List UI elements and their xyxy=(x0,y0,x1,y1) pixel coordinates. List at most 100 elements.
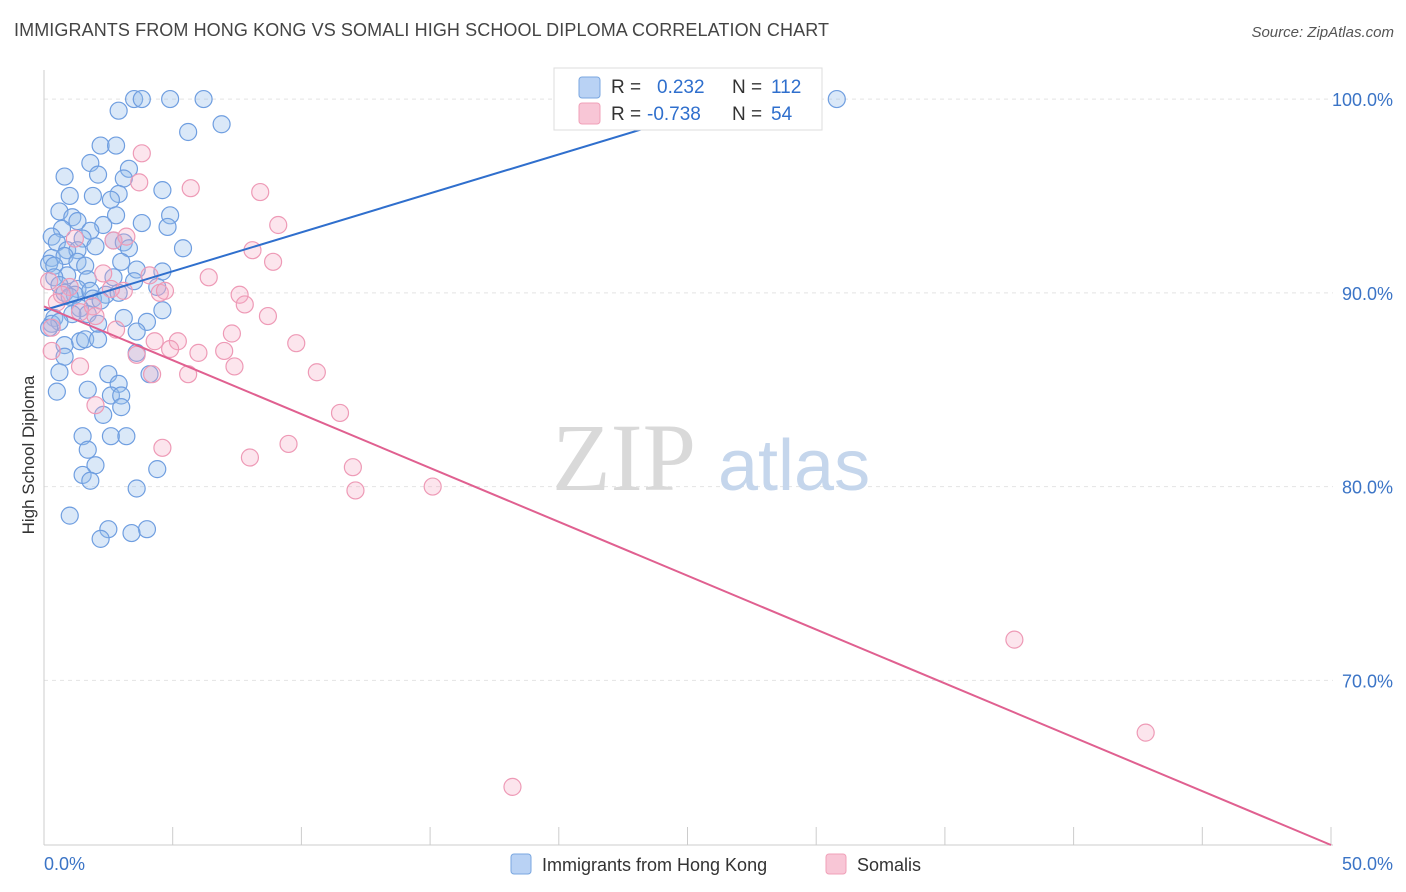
point-hong-kong xyxy=(101,427,121,446)
point-hong-kong xyxy=(42,227,61,246)
point-hong-kong xyxy=(114,169,133,188)
x-tick-label: 50.0% xyxy=(1342,854,1393,874)
point-somalis xyxy=(181,179,200,198)
point-somalis xyxy=(263,252,283,271)
point-somalis xyxy=(235,295,254,314)
point-hong-kong xyxy=(132,213,151,233)
point-somalis xyxy=(161,339,180,359)
point-somalis xyxy=(269,215,288,235)
point-hong-kong xyxy=(827,89,846,109)
point-somalis xyxy=(189,343,208,362)
point-somalis xyxy=(101,279,121,299)
point-somalis xyxy=(287,334,306,353)
point-hong-kong xyxy=(78,440,97,459)
svg-text:R =: R = xyxy=(611,104,641,125)
x-axis-tick-labels: 0.0% 50.0% xyxy=(44,854,1393,874)
point-hong-kong xyxy=(137,520,157,539)
point-somalis xyxy=(240,448,260,467)
point-hong-kong xyxy=(112,252,131,271)
point-somalis xyxy=(330,403,350,423)
trend-line-hong-kong xyxy=(43,98,742,312)
point-somalis xyxy=(168,332,187,351)
point-hong-kong xyxy=(86,237,105,256)
y-tick-label: 90.0% xyxy=(1342,284,1393,304)
point-hong-kong xyxy=(148,460,167,479)
series-hong-kong-points xyxy=(40,89,846,548)
point-hong-kong xyxy=(161,206,180,225)
point-somalis xyxy=(143,365,162,384)
point-hong-kong xyxy=(194,89,213,109)
point-hong-kong xyxy=(153,301,172,320)
point-somalis xyxy=(65,229,84,248)
point-hong-kong xyxy=(94,405,113,424)
point-somalis xyxy=(279,434,298,454)
point-hong-kong xyxy=(109,101,128,120)
point-somalis xyxy=(86,396,105,415)
y-tick-label: 100.0% xyxy=(1332,90,1393,110)
point-hong-kong xyxy=(122,523,141,543)
point-somalis xyxy=(127,345,146,364)
point-hong-kong xyxy=(112,398,131,417)
point-somalis xyxy=(153,438,172,457)
chart-title: IMMIGRANTS FROM HONG KONG VS SOMALI HIGH… xyxy=(14,20,830,40)
point-hong-kong xyxy=(78,380,97,399)
point-somalis xyxy=(503,777,522,796)
point-somalis xyxy=(52,285,72,304)
stats-legend-swatch-somalis xyxy=(578,102,601,125)
x-tick-label: 0.0% xyxy=(44,854,85,874)
point-somalis xyxy=(230,285,249,304)
watermark-zip: ZIP xyxy=(552,404,696,511)
watermark: ZIP atlas xyxy=(552,404,870,511)
point-hong-kong xyxy=(106,136,126,155)
point-hong-kong xyxy=(101,190,121,209)
gridlines xyxy=(44,98,1333,681)
point-hong-kong xyxy=(91,529,110,548)
point-somalis xyxy=(225,357,244,376)
point-hong-kong xyxy=(127,322,146,341)
point-hong-kong xyxy=(117,427,136,446)
point-somalis xyxy=(94,264,113,283)
point-somalis xyxy=(155,281,175,300)
stats-n-hong-kong: 112 xyxy=(771,77,801,98)
stats-r-hong-kong: 0.232 xyxy=(657,77,705,98)
point-somalis xyxy=(343,458,362,477)
point-hong-kong xyxy=(50,363,69,382)
point-somalis xyxy=(117,227,136,246)
point-somalis xyxy=(222,324,242,343)
point-hong-kong xyxy=(132,89,151,109)
point-hong-kong xyxy=(55,167,74,186)
point-somalis xyxy=(1136,723,1155,742)
point-somalis xyxy=(86,306,105,326)
watermark-atlas: atlas xyxy=(718,426,870,506)
point-hong-kong xyxy=(106,206,126,225)
point-somalis xyxy=(130,173,149,192)
point-hong-kong xyxy=(68,212,87,231)
point-hong-kong xyxy=(73,427,92,446)
point-somalis xyxy=(42,318,61,337)
source-credit: Source: ZipAtlas.com xyxy=(1251,24,1394,41)
point-hong-kong xyxy=(83,186,103,206)
y-axis-label: High School Diploma xyxy=(19,375,38,534)
svg-text:N =: N = xyxy=(732,104,762,125)
point-hong-kong xyxy=(179,122,198,142)
point-somalis xyxy=(1005,630,1024,649)
legend-label-hong-kong: Immigrants from Hong Kong xyxy=(542,855,767,875)
point-hong-kong xyxy=(212,115,231,134)
point-hong-kong xyxy=(60,186,79,206)
point-hong-kong xyxy=(127,479,146,498)
point-hong-kong xyxy=(81,471,100,490)
legend-swatch-hong-kong xyxy=(510,853,532,875)
legend-swatch-somalis xyxy=(825,853,847,875)
point-hong-kong xyxy=(158,217,177,237)
point-hong-kong xyxy=(101,386,121,405)
axes xyxy=(43,70,1333,846)
point-somalis xyxy=(140,266,159,285)
point-somalis xyxy=(307,363,326,382)
point-hong-kong xyxy=(161,89,180,109)
point-somalis xyxy=(346,481,365,500)
point-hong-kong xyxy=(91,136,110,155)
point-hong-kong xyxy=(88,165,108,184)
point-hong-kong xyxy=(119,159,139,178)
stats-r-somalis: -0.738 xyxy=(647,104,701,125)
